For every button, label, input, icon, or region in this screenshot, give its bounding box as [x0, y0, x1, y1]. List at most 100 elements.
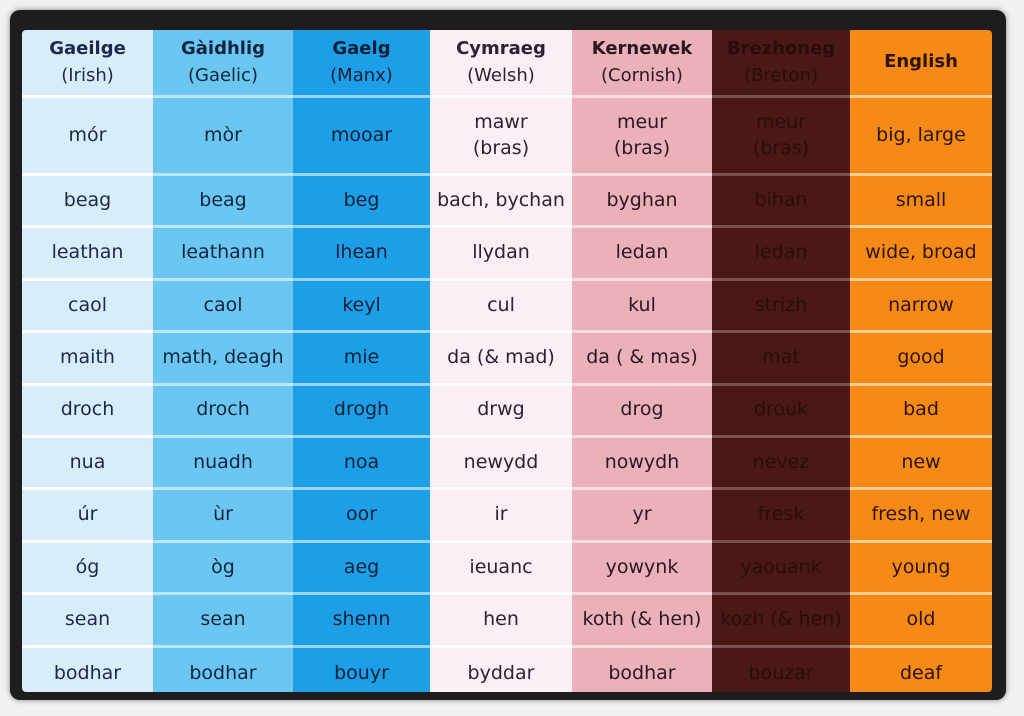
word-cell: nevez	[712, 438, 850, 491]
word-cell: drouk	[712, 386, 850, 438]
word-cell: nua	[22, 438, 153, 491]
header-welsh: Cymraeg (Welsh)	[430, 30, 572, 98]
word-cell: small	[850, 176, 992, 229]
word-cell: bouyr	[334, 661, 389, 684]
word-cell: ir	[430, 490, 572, 543]
header-manx: Gaelg (Manx)	[293, 30, 430, 98]
word-cell: droch	[22, 386, 153, 438]
word-cell: yaouank	[712, 543, 850, 596]
word-cell: llydan	[430, 228, 572, 281]
header-name: Gaeilge	[49, 38, 126, 60]
word-cell: koth (& hen)	[572, 595, 712, 648]
word-cell: sean	[153, 595, 293, 648]
header-sub: (Gaelic)	[187, 64, 258, 86]
header-sub: (Welsh)	[467, 64, 535, 86]
word-cell: noa	[293, 438, 430, 491]
word-cell: yr	[572, 490, 712, 543]
word-cell: fresk	[712, 490, 850, 543]
word-cell: mór	[22, 98, 153, 176]
word-cell: maith	[22, 333, 153, 386]
header-name: Gaelg	[332, 38, 391, 60]
word-cell: kozh (& hen)	[712, 595, 850, 648]
word-cell: oor	[293, 490, 430, 543]
word-cell: sean	[22, 595, 153, 648]
word-cell: drwg	[430, 386, 572, 438]
word-cell: good	[850, 333, 992, 386]
word-cell: fresh, new	[850, 490, 992, 543]
word-cell: kul	[572, 281, 712, 334]
header-name: English	[884, 51, 958, 73]
word-cell: byghan	[572, 176, 712, 229]
word-cell: leathann	[153, 228, 293, 281]
word-cell: meur (bras)	[572, 98, 712, 176]
word-cell: ieuanc	[430, 543, 572, 596]
header-name: Gàidhlig	[180, 38, 265, 60]
header-sub: (Breton)	[744, 64, 818, 86]
column-cornish: Kernewek (Cornish) meur (bras) byghan led…	[572, 30, 712, 692]
word-cell: ledan	[572, 228, 712, 281]
word-cell: bach, bychan	[430, 176, 572, 229]
word-cell: aeg	[293, 543, 430, 596]
word-cell: caol	[22, 281, 153, 334]
word-cell: nowydh	[572, 438, 712, 491]
word-cell: young	[850, 543, 992, 596]
word-cell: bodhar	[189, 661, 257, 684]
word-cell: caol	[153, 281, 293, 334]
word-cell: big, large	[850, 98, 992, 176]
word-cell: beg	[293, 176, 430, 229]
column-breton: Brezhoneg (Breton) meur (bras) bihan leda…	[712, 30, 850, 692]
word-cell: mòr	[153, 98, 293, 176]
word-cell: da (& mad)	[430, 333, 572, 386]
word-cell: newydd	[430, 438, 572, 491]
word-cell: òg	[153, 543, 293, 596]
word-cell: nuadh	[153, 438, 293, 491]
header-name: Cymraeg	[456, 38, 546, 60]
header-irish: Gaeilge (Irish)	[22, 30, 153, 98]
word-cell: leathan	[22, 228, 153, 281]
header-name: Kernewek	[591, 38, 693, 60]
header-cornish: Kernewek (Cornish)	[572, 30, 712, 98]
word-cell: byddar	[467, 661, 535, 684]
header-sub: (Cornish)	[601, 64, 683, 86]
word-cell: strizh	[712, 281, 850, 334]
word-cell: mooar	[293, 98, 430, 176]
word-cell: bodhar	[53, 661, 122, 684]
word-cell: old	[850, 595, 992, 648]
header-breton: Brezhoneg (Breton)	[712, 30, 850, 98]
word-cell: new	[850, 438, 992, 491]
word-cell: keyl	[293, 281, 430, 334]
column-manx: Gaelg (Manx) mooar beg lhean keyl mie dro…	[293, 30, 430, 692]
word-cell: úr	[22, 490, 153, 543]
word-cell: ledan	[712, 228, 850, 281]
word-cell: bodhar	[608, 661, 676, 684]
word-cell: mawr (bras)	[430, 98, 572, 176]
word-cell: bihan	[712, 176, 850, 229]
word-cell: math, deagh	[153, 333, 293, 386]
column-english: English big, large small wide, broad nar…	[850, 30, 992, 692]
word-cell: shenn	[293, 595, 430, 648]
word-cell: yowynk	[572, 543, 712, 596]
word-cell: óg	[22, 543, 153, 596]
word-cell: hen	[430, 595, 572, 648]
word-cell: narrow	[850, 281, 992, 334]
word-cell: beag	[22, 176, 153, 229]
word-cell: ùr	[153, 490, 293, 543]
word-cell: drog	[572, 386, 712, 438]
column-gaelic: Gàidhlig (Gaelic) mòr beag leathann caol …	[153, 30, 293, 692]
word-cell: cul	[430, 281, 572, 334]
word-cell: droch	[153, 386, 293, 438]
word-cell: meur (bras)	[712, 98, 850, 176]
word-cell: mie	[293, 333, 430, 386]
word-cell: beag	[153, 176, 293, 229]
vocabulary-table: Gaeilge (Irish) mór beag leathan caol mai…	[22, 30, 992, 692]
header-sub: (Irish)	[61, 64, 114, 86]
word-cell: bad	[850, 386, 992, 438]
word-cell: drogh	[293, 386, 430, 438]
word-cell: wide, broad	[850, 228, 992, 281]
header-english: English	[850, 30, 992, 98]
word-cell: lhean	[293, 228, 430, 281]
word-cell: mat	[712, 333, 850, 386]
header-sub: (Manx)	[330, 64, 393, 86]
header-name: Brezhoneg	[726, 38, 836, 60]
word-cell: bouzar	[748, 661, 814, 684]
